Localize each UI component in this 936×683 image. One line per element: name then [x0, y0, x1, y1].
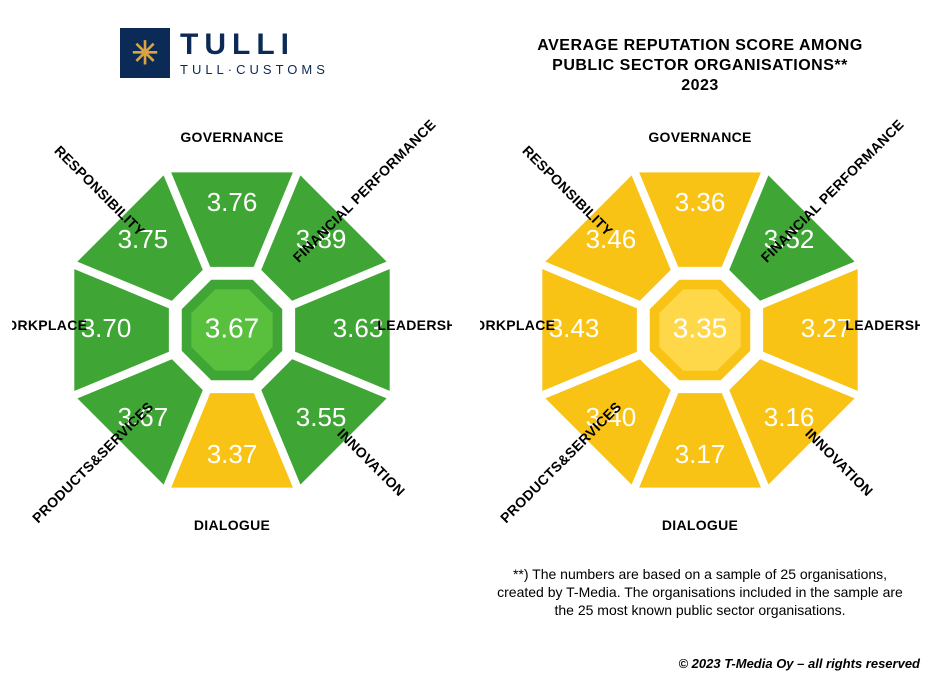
chart-svg-left: 3.763.893.633.553.373.673.703.753.67GOVE… [12, 70, 452, 590]
axis-label-6: WORKPLACE [12, 317, 87, 333]
reputation-chart-tulli: 3.763.893.633.553.373.673.703.753.67GOVE… [12, 70, 452, 590]
axis-label-2: LEADERSHIP [377, 317, 452, 333]
brand-logo-main: TULLI [180, 30, 329, 60]
segment-value-4: 3.17 [675, 439, 726, 469]
segment-value-6: 3.43 [549, 313, 600, 343]
axis-label-6: WORKPLACE [480, 317, 555, 333]
segment-value-3: 3.16 [764, 402, 815, 432]
center-value: 3.35 [673, 312, 728, 343]
chart-title-line1: AVERAGE REPUTATION SCORE AMONG [537, 37, 863, 54]
axis-label-7: RESPONSIBILITY [51, 142, 148, 239]
chart-title-line3: 2023 [681, 77, 719, 94]
axis-label-2: LEADERSHIP [845, 317, 920, 333]
axis-label-0: GOVERNANCE [180, 129, 283, 145]
axis-label-4: DIALOGUE [662, 517, 738, 533]
segment-value-4: 3.37 [207, 439, 258, 469]
chart-svg-right: 3.363.523.273.163.173.403.433.463.35GOVE… [480, 70, 920, 590]
reputation-chart-benchmark: AVERAGE REPUTATION SCORE AMONG PUBLIC SE… [480, 70, 920, 590]
segment-value-3: 3.55 [296, 402, 347, 432]
segment-value-2: 3.63 [333, 313, 384, 343]
segment-value-2: 3.27 [801, 313, 852, 343]
page-root: ✳ TULLI TULL·CUSTOMS 3.763.893.633.553.3… [0, 0, 936, 683]
footnote-text: **) The numbers are based on a sample of… [495, 565, 905, 620]
segment-value-0: 3.76 [207, 187, 258, 217]
axis-label-7: RESPONSIBILITY [519, 142, 616, 239]
segment-value-6: 3.70 [81, 313, 132, 343]
segment-value-0: 3.36 [675, 187, 726, 217]
axis-label-3: INNOVATION [334, 425, 408, 499]
brand-logo-glyph: ✳ [132, 34, 159, 72]
axis-label-4: DIALOGUE [194, 517, 270, 533]
chart-title-line2: PUBLIC SECTOR ORGANISATIONS** [552, 57, 848, 74]
chart-title-benchmark: AVERAGE REPUTATION SCORE AMONG PUBLIC SE… [480, 36, 920, 96]
axis-label-0: GOVERNANCE [648, 129, 751, 145]
center-value: 3.67 [205, 312, 260, 343]
axis-label-3: INNOVATION [802, 425, 876, 499]
copyright-text: © 2023 T-Media Oy – all rights reserved [678, 656, 920, 671]
